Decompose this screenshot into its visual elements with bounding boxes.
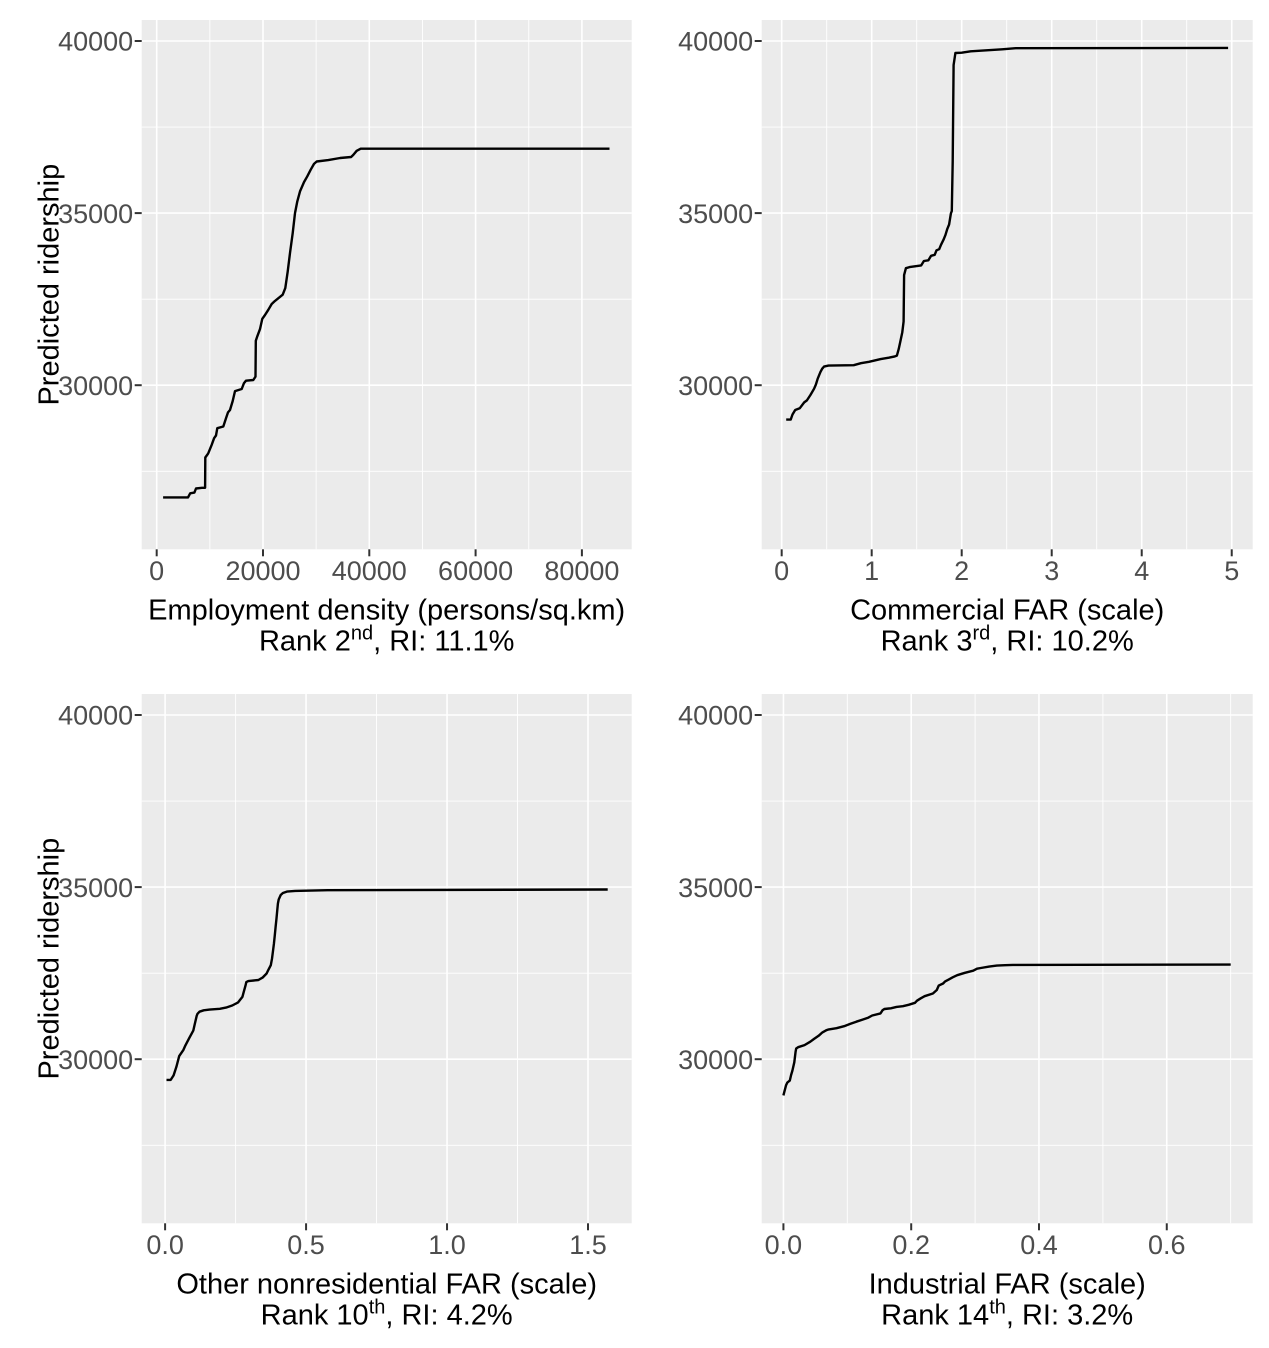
x-tick-label: 2	[954, 556, 969, 586]
x-tick-label: 0.2	[892, 1230, 930, 1260]
panel-bg	[141, 20, 632, 550]
x-axis-title: Industrial FAR (scale)	[869, 1269, 1146, 1301]
x-tick-label: 5	[1224, 556, 1239, 586]
x-tick-label: 1.0	[428, 1230, 466, 1260]
y-axis-title: Predicted ridership	[33, 164, 65, 406]
x-tick-label: 0.4	[1020, 1230, 1058, 1260]
plot-panel-1: 0 20000 40000 60000 80000 30000 35000 40000 Empl…	[33, 20, 632, 658]
series-line	[786, 46, 1229, 421]
x-axis-title: Employment density (persons/sq.km)	[148, 595, 625, 627]
x-tick-label: 60000	[438, 556, 513, 586]
y-tick-label: 40000	[58, 27, 133, 57]
plot-panel-2: 0 1 2 3 4 5 30000 35000 40000 Commercial FAR (sca…	[678, 20, 1253, 658]
x-axis-title: Other nonresidential FAR (scale)	[176, 1269, 597, 1301]
y-tick-label: 40000	[678, 27, 753, 57]
x-tick-label: 0	[149, 556, 164, 586]
y-tick-label: 30000	[58, 1045, 133, 1075]
x-tick-label: 4	[1134, 556, 1149, 586]
x-tick-label: 0	[774, 556, 789, 586]
panel-bg	[761, 694, 1253, 1224]
x-tick-label: 40000	[332, 556, 407, 586]
x-tick-label: 0.6	[1148, 1230, 1186, 1260]
x-tick-label: 3	[1044, 556, 1059, 586]
y-tick-label: 30000	[678, 1045, 753, 1075]
x-axis-title: Commercial FAR (scale)	[850, 595, 1164, 627]
x-tick-label: 0.0	[765, 1230, 803, 1260]
panel-bg	[141, 694, 632, 1224]
x-tick-label: 1	[864, 556, 879, 586]
series-line	[163, 147, 610, 499]
x-tick-label: 1.5	[569, 1230, 607, 1260]
y-tick-label: 35000	[58, 873, 133, 903]
series-line	[166, 888, 608, 1082]
y-tick-label: 35000	[678, 199, 753, 229]
y-tick-label: 35000	[58, 199, 133, 229]
plot-panel-4: 0.0 0.2 0.4 0.6 30000 35000 40000 Industrial FA…	[678, 694, 1253, 1332]
panel-bg	[761, 20, 1253, 550]
plot-subtitle: Rank 2nd, RI: 11.1%	[259, 623, 514, 658]
x-tick-label: 0.5	[287, 1230, 325, 1260]
x-tick-label: 80000	[544, 556, 619, 586]
plot-panel-3: 0.0 0.5 1.0 1.5 30000 35000 40000 Other nonresi…	[33, 694, 632, 1332]
plot-subtitle: Rank 10th, RI: 4.2%	[261, 1297, 513, 1332]
series-line	[782, 963, 1231, 1096]
y-tick-label: 30000	[58, 371, 133, 401]
y-axis-title: Predicted ridership	[33, 838, 65, 1080]
y-tick-label: 30000	[678, 371, 753, 401]
y-tick-label: 40000	[58, 701, 133, 731]
y-tick-label: 35000	[678, 873, 753, 903]
x-tick-label: 0.0	[146, 1230, 184, 1260]
plot-subtitle: Rank 3rd, RI: 10.2%	[881, 623, 1134, 658]
plot-subtitle: Rank 14th, RI: 3.2%	[881, 1297, 1133, 1332]
x-tick-label: 20000	[225, 556, 300, 586]
y-tick-label: 40000	[678, 701, 753, 731]
